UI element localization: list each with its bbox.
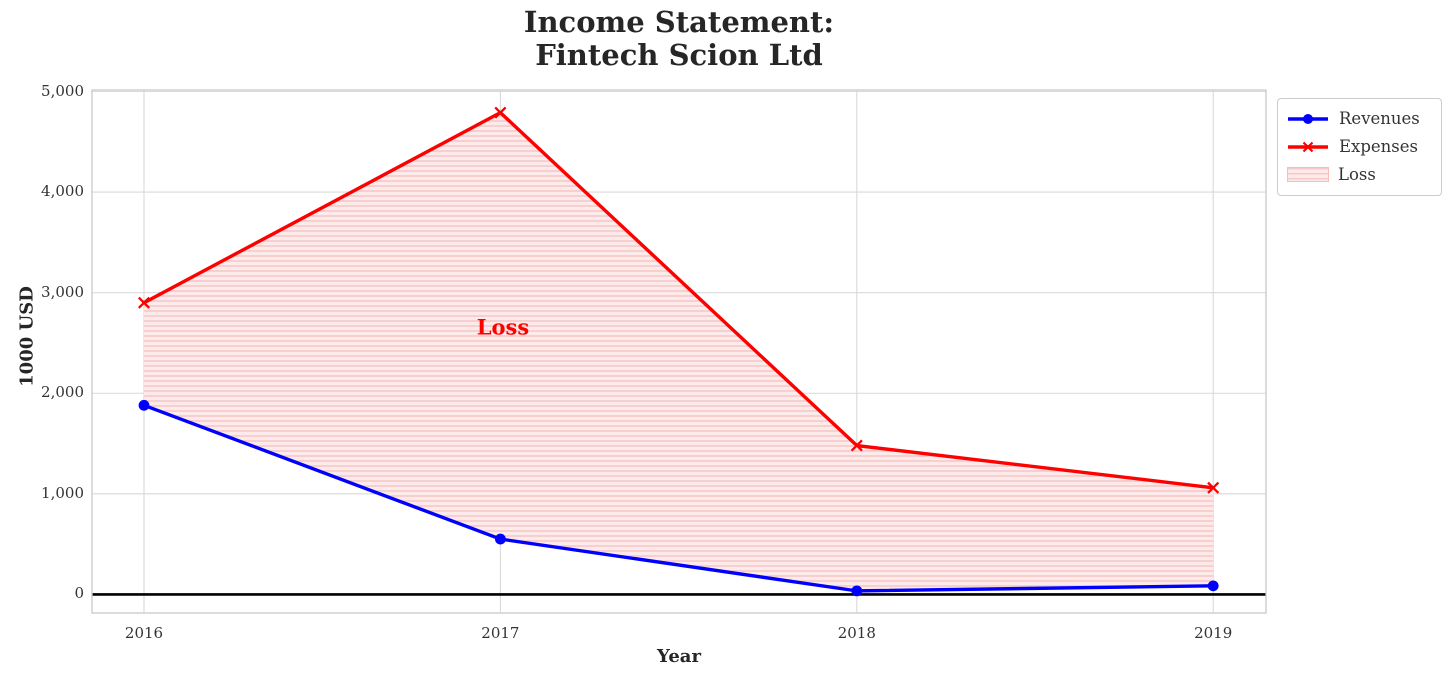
plot-frame [91,89,1267,614]
revenues-marker [851,585,863,597]
expenses-marker [137,296,151,309]
revenues-line [142,403,1215,593]
loss-annotation: Loss [476,314,530,340]
y-tick-label: 3,000 [41,282,84,301]
revenues-line-sample-icon [1288,113,1328,124]
legend-label-revenues: Revenues [1339,109,1420,128]
revenues-marker [495,533,506,545]
x-axis-label: Year [657,646,701,667]
revenues-marker [1207,580,1219,592]
y-tick-label: 2,000 [41,383,84,402]
expenses-line-sample-icon [1288,141,1328,152]
legend: Revenues Expenses Loss [1277,98,1442,196]
legend-item-revenues: Revenues [1286,106,1431,131]
legend-item-expenses: Expenses [1286,134,1431,159]
expenses-marker [494,106,507,119]
loss-fill-area [144,112,1214,591]
legend-label-loss: Loss [1338,165,1376,184]
expenses-line [142,110,1215,490]
chart-title-line1: Income Statement: [523,5,835,39]
y-axis-label: 1000 USD [16,286,38,387]
y-tick-label: 5,000 [41,81,84,100]
y-tick-label: 1,000 [41,483,84,502]
x-tick-label: 2018 [837,624,876,642]
y-tick-label: 4,000 [41,182,84,201]
legend-item-loss: Loss [1286,162,1431,187]
loss-patch-sample-icon [1287,167,1329,182]
revenues-marker [138,399,150,411]
chart-title: Income Statement: Fintech Scion Ltd [92,6,1266,72]
x-tick-label: 2016 [124,624,164,642]
expenses-marker [850,439,863,452]
x-tick-label: 2019 [1194,624,1233,642]
expenses-marker [1207,481,1220,494]
x-tick-label: 2017 [481,624,520,642]
legend-label-expenses: Expenses [1339,137,1419,156]
y-tick-label: 0 [74,584,84,603]
chart-title-line2: Fintech Scion Ltd [535,38,823,72]
